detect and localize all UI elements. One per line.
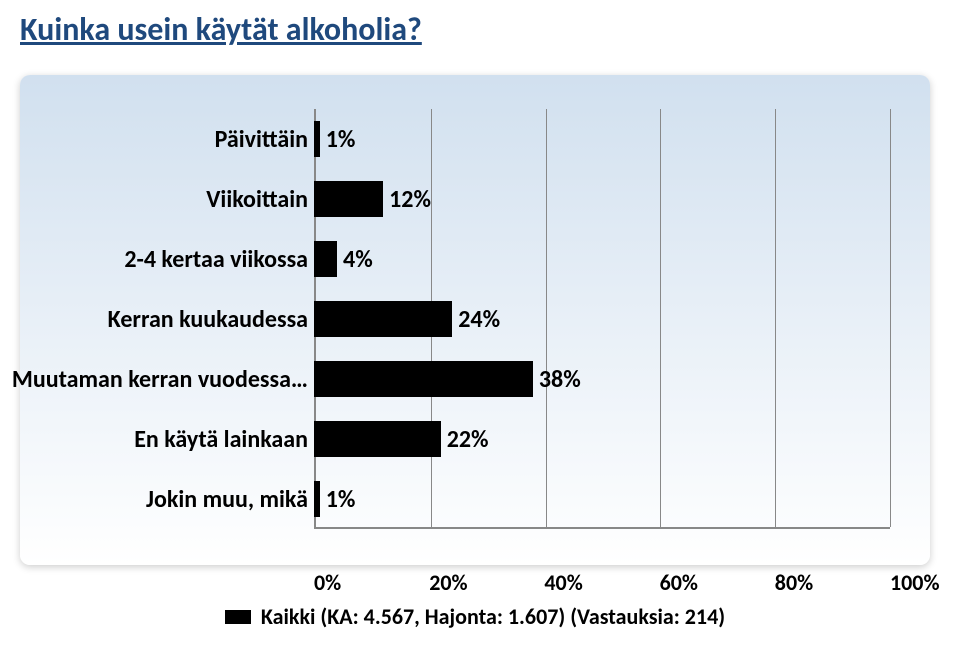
bar — [314, 241, 337, 277]
x-axis: 0%20%40%60%80%100% — [314, 569, 930, 597]
bar-value-label: 22% — [441, 425, 489, 454]
bar-value-label: 1% — [320, 125, 356, 154]
category-label: 2-4 kertaa viikossa — [20, 229, 314, 289]
bar-value-label: 1% — [320, 485, 356, 514]
bar-row: 22% — [314, 409, 890, 469]
category-labels: PäivittäinViikoittain2-4 kertaa viikossa… — [20, 109, 314, 529]
bar-row: 12% — [314, 169, 890, 229]
bar-value-label: 12% — [383, 185, 431, 214]
category-label: En käytä lainkaan — [20, 409, 314, 469]
bar-row: 4% — [314, 229, 890, 289]
chart-title: Kuinka usein käytät alkoholia? — [20, 10, 940, 49]
bar — [314, 421, 441, 457]
bar-row: 1% — [314, 109, 890, 169]
bar-value-label: 4% — [337, 245, 373, 274]
bar-row: 1% — [314, 469, 890, 529]
grid-line — [890, 109, 891, 527]
legend: Kaikki (KA: 4.567, Hajonta: 1.607) (Vast… — [20, 603, 930, 630]
bar-row: 38% — [314, 349, 890, 409]
bar-value-label: 38% — [533, 365, 581, 394]
category-label: Viikoittain — [20, 169, 314, 229]
category-label: Kerran kuukaudessa — [20, 289, 314, 349]
plot-area: 1% 12% 4% 24% 38% 22% 1% — [314, 109, 890, 529]
bar-row: 24% — [314, 289, 890, 349]
category-label: Muutaman kerran vuodessa… — [20, 349, 314, 409]
bar — [314, 361, 533, 397]
category-label: Jokin muu, mikä — [20, 469, 314, 529]
bar — [314, 301, 452, 337]
bar — [314, 181, 383, 217]
legend-area: 0%20%40%60%80%100% Kaikki (KA: 4.567, Ha… — [20, 569, 930, 630]
bar-value-label: 24% — [452, 305, 500, 334]
legend-swatch — [225, 610, 251, 624]
chart-panel: PäivittäinViikoittain2-4 kertaa viikossa… — [20, 75, 930, 565]
category-label: Päivittäin — [20, 109, 314, 169]
legend-text: Kaikki (KA: 4.567, Hajonta: 1.607) (Vast… — [261, 603, 725, 630]
